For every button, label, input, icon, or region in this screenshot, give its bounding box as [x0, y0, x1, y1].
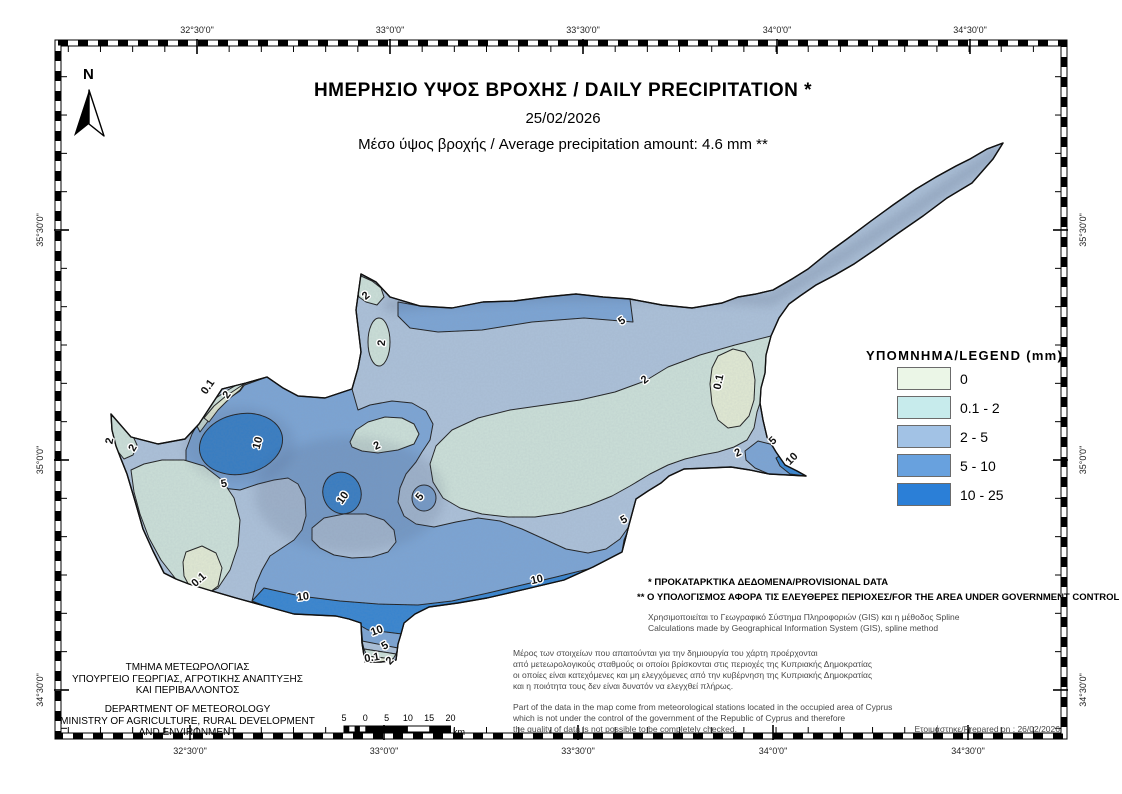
- graticule-ticks: [54, 39, 1068, 740]
- department-english: DEPARTMENT OF METEOROLOGY MINISTRY OF AGR…: [60, 704, 315, 739]
- legend-item: 10 - 25: [897, 483, 1004, 506]
- graticule-label-top: 33°0'0": [375, 25, 405, 35]
- scale-bar-number: 15: [424, 713, 435, 723]
- scale-bar-number: 0: [362, 713, 368, 723]
- note-provisional: * ΠΡΟΚΑΤΑΡΚΤΙΚΑ ΔΕΔΟΜΕΝΑ/PROVISIONAL DAT…: [648, 577, 889, 588]
- department-line: ΤΜΗΜΑ ΜΕΤΕΩΡΟΛΟΓΙΑΣ: [125, 662, 250, 673]
- department-greek: ΤΜΗΜΑ ΜΕΤΕΩΡΟΛΟΓΙΑΣ ΥΠΟΥΡΓΕΙΟ ΓΕΩΡΓΙΑΣ, Α…: [60, 662, 315, 697]
- disclaimer-line: the quality of data is not possible to b…: [513, 724, 737, 734]
- department-line: DEPARTMENT OF METEOROLOGY: [104, 704, 271, 715]
- note-gis-gr: Χρησιμοποιείται το Γεωγραφικό Σύστημα Πλ…: [648, 612, 960, 622]
- legend-swatch: [897, 367, 951, 390]
- department-line: AND ENVIRONMENT: [138, 727, 237, 738]
- graticule-label-bottom: 34°30'0": [951, 746, 985, 756]
- disclaimer-line: και η ποιότητα τους δεν είναι δυνατόν να…: [513, 681, 734, 691]
- department-line: MINISTRY OF AGRICULTURE, RURAL DEVELOPME…: [60, 715, 315, 727]
- graticule-label-left: 34°30'0": [35, 673, 45, 707]
- map-subtitle: Μέσο ύψος βροχής / Average precipitation…: [358, 136, 768, 153]
- disclaimer-line: Μέρος των στοιχείων που απαιτούνται για …: [513, 648, 818, 658]
- disclaimer-greek: Μέρος των στοιχείων που απαιτούνται για …: [513, 648, 872, 692]
- legend-swatch: [897, 396, 951, 419]
- disclaimer-english: Part of the data in the map come from me…: [513, 702, 892, 735]
- note-gis-en: Calculations made by Geographical Inform…: [648, 623, 939, 633]
- map-frame: [54, 39, 1068, 740]
- graticule-label-bottom: 33°0'0": [369, 746, 399, 756]
- map-date: 25/02/2026: [525, 110, 601, 127]
- graticule-label-bottom: 33°30'0": [561, 746, 595, 756]
- graticule-label-right: 35°0'0": [1078, 445, 1088, 475]
- disclaimer-line: από μετεωρολογικούς σταθμούς οι οποίοι β…: [513, 659, 873, 669]
- graticule-label-left: 35°30'0": [35, 213, 45, 247]
- graticule-label-left: 35°0'0": [35, 445, 45, 475]
- disclaimer-line: οι οποίες είναι κατεχόμενες και μη ελεγχ…: [513, 670, 873, 680]
- graticule-label-bottom: 32°30'0": [173, 746, 207, 756]
- north-arrow-icon: [74, 89, 105, 137]
- legend-swatch: [897, 483, 951, 506]
- legend-swatch: [897, 454, 951, 477]
- prepared-on: Ετοιμάστηκε/Prepared on : 26/02/2026: [914, 724, 1060, 734]
- graticule-label-bottom: 34°0'0": [758, 746, 788, 756]
- graticule-label-right: 35°30'0": [1078, 213, 1088, 247]
- scale-bar-number: 5: [341, 713, 347, 723]
- disclaimer-line: which is not under the control of the go…: [513, 713, 846, 723]
- department-line: ΥΠΟΥΡΓΕΙΟ ΓΕΩΡΓΙΑΣ, ΑΓΡΟΤΙΚΗΣ ΑΝΑΠΤΥΞΗΣ: [72, 673, 303, 685]
- legend-item-label: 10 - 25: [960, 486, 1004, 503]
- graticule-label-top: 34°30'0": [953, 25, 987, 35]
- scale-bar-number: 10: [402, 713, 413, 723]
- graticule-label-top: 32°30'0": [180, 25, 214, 35]
- scale-bar-number: 5: [384, 713, 390, 723]
- legend-item-label: 2 - 5: [960, 428, 989, 445]
- legend-item-label: 0.1 - 2: [960, 399, 1000, 416]
- north-label: N: [83, 66, 94, 83]
- disclaimer-line: Part of the data in the map come from me…: [513, 702, 893, 712]
- scale-bar-unit: km: [453, 727, 465, 737]
- legend-title: ΥΠΟΜΝΗΜΑ/LEGEND (mm): [866, 348, 1064, 363]
- scale-bar-number: 20: [445, 713, 456, 723]
- legend-item-label: 5 - 10: [960, 457, 996, 474]
- map-title: ΗΜΕΡΗΣΙΟ ΥΨΟΣ ΒΡΟΧΗΣ / DAILY PRECIPITATI…: [313, 80, 813, 101]
- legend-item-label: 0: [960, 370, 968, 387]
- legend-item: 0: [897, 367, 968, 390]
- department-line: ΚΑΙ ΠΕΡΙΒΑΛΛΟΝΤΟΣ: [135, 685, 240, 696]
- legend-item: 5 - 10: [897, 454, 996, 477]
- graticule-label-top: 34°0'0": [762, 25, 792, 35]
- graticule-label-top: 33°30'0": [566, 25, 600, 35]
- scale-bar: [343, 725, 451, 733]
- legend-item: 2 - 5: [897, 425, 988, 448]
- note-areas: ** Ο ΥΠΟΛΟΓΙΣΜΟΣ ΑΦΟΡΑ ΤΙΣ ΕΛΕΥΘΕΡΕΣ ΠΕΡ…: [637, 592, 1120, 603]
- legend-item: 0.1 - 2: [897, 396, 1000, 419]
- legend-swatch: [897, 425, 951, 448]
- graticule-label-right: 34°30'0": [1078, 673, 1088, 707]
